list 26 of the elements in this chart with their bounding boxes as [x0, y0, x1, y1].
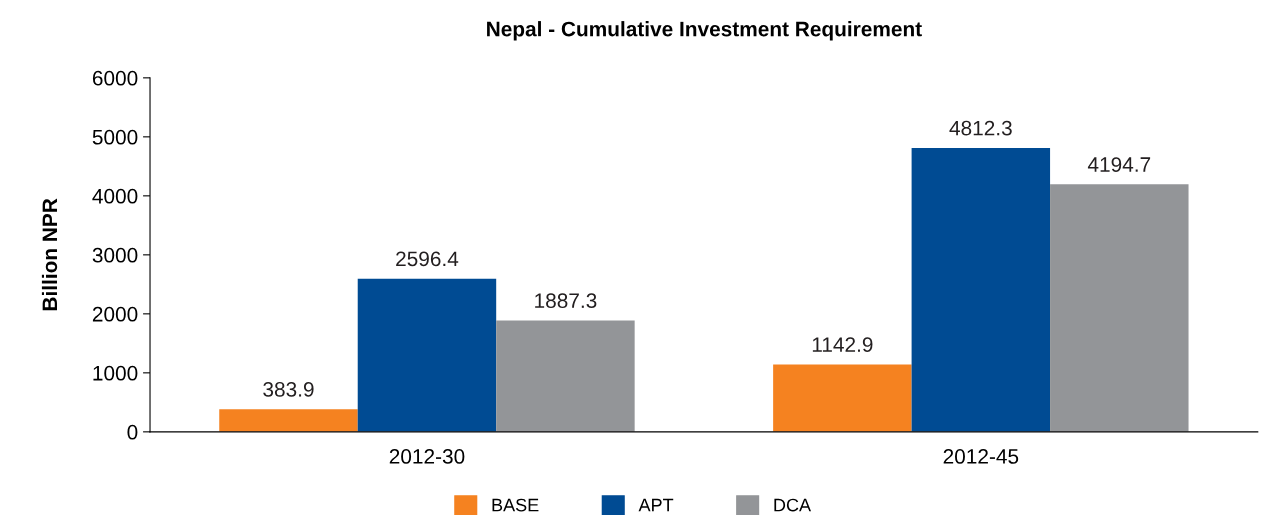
y-tick-label: 5000 [92, 129, 138, 145]
y-axis-title: Billion NPR [41, 198, 58, 311]
bar [1050, 184, 1189, 432]
data-label: 4194.7 [1087, 157, 1151, 172]
y-tick-label: 2000 [92, 306, 138, 322]
data-label: 383.9 [263, 381, 314, 397]
chart-title: Nepal - Cumulative Investment Requirement [487, 21, 922, 41]
y-tick-label: 0 [127, 424, 138, 440]
legend-label: DCA [774, 498, 812, 512]
data-label: 1142.9 [812, 337, 873, 352]
x-tick-label: 2012-30 [389, 449, 465, 464]
legend-label: BASE [492, 498, 539, 512]
bar [496, 320, 635, 432]
bar [219, 409, 358, 432]
x-tick-label: 2012-45 [943, 449, 1019, 464]
y-tick-label: 3000 [92, 247, 138, 263]
bar [911, 147, 1051, 432]
y-tick-label: 6000 [92, 70, 138, 86]
data-label: 2596.4 [396, 251, 459, 267]
y-tick-label: 4000 [92, 188, 138, 204]
legend-label: APT [638, 498, 674, 512]
bar [773, 364, 912, 432]
y-tick-label: 1000 [93, 365, 138, 381]
data-label: 4812.3 [949, 120, 1012, 136]
data-label: 1887.3 [535, 293, 597, 309]
bar [357, 278, 497, 432]
